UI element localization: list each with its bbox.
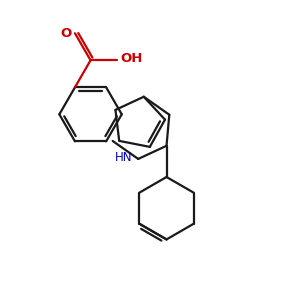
Text: O: O: [60, 27, 71, 40]
Text: HN: HN: [116, 151, 133, 164]
Text: OH: OH: [120, 52, 142, 65]
